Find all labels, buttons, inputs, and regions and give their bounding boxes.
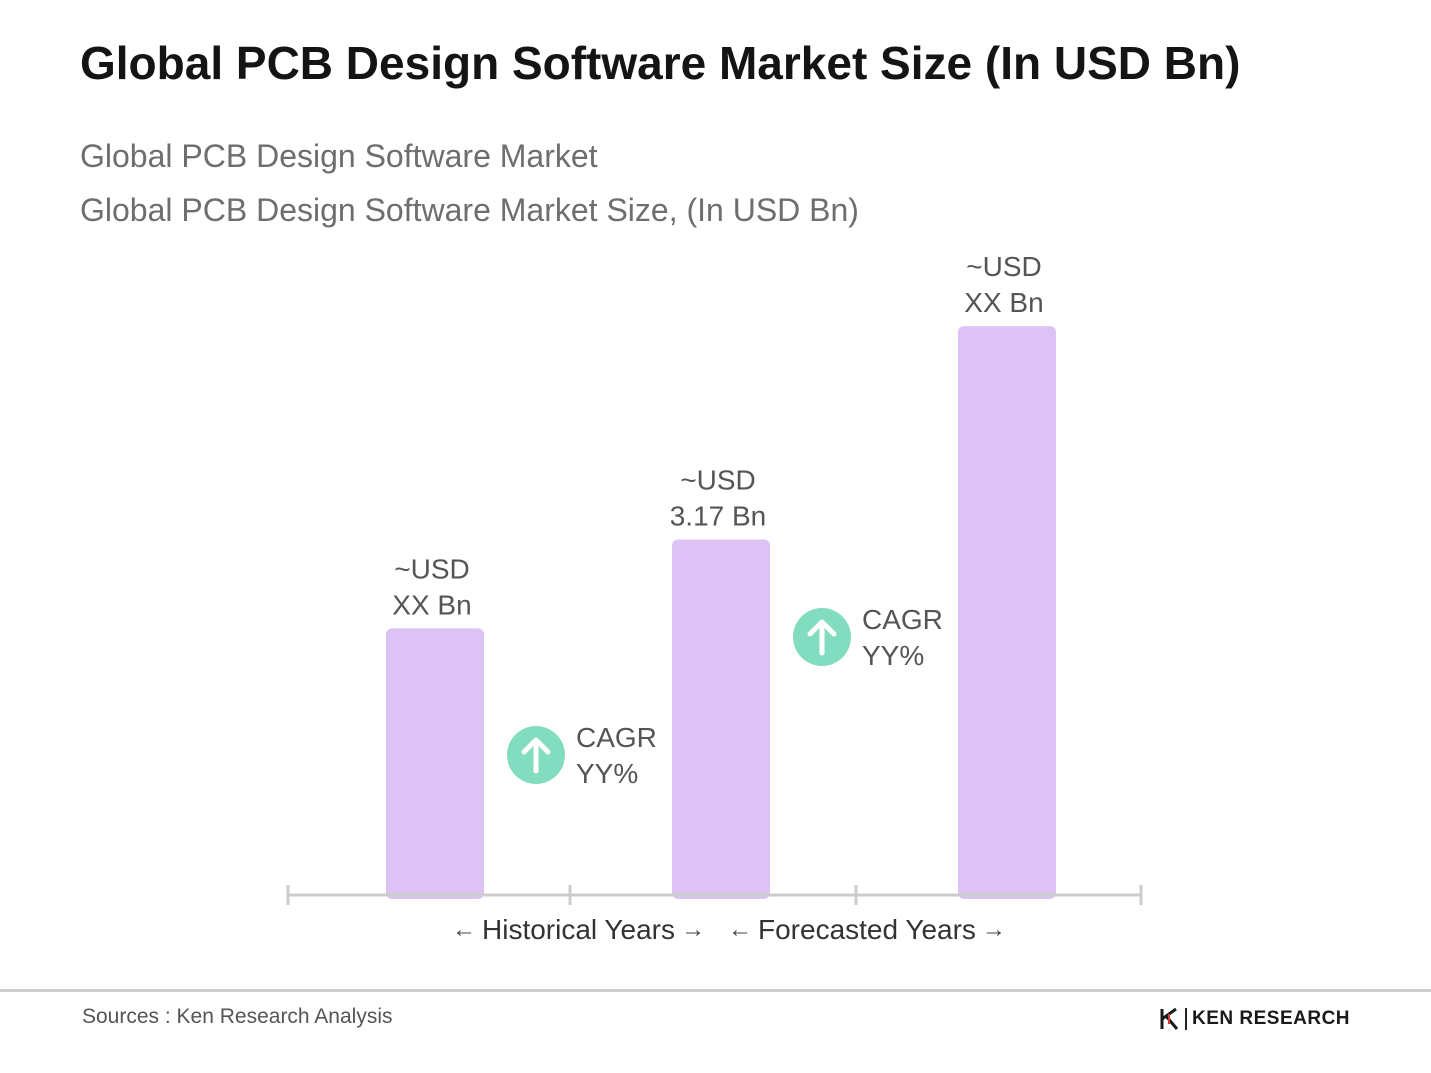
logo-separator (1185, 1008, 1187, 1030)
forecasted-years-caption: ← Forecasted Years → (728, 914, 1006, 946)
left-arrow-icon: ← (728, 916, 752, 943)
bar-data-label: XX Bn (964, 287, 1043, 318)
logo-text: KEN RESEARCH (1192, 1008, 1351, 1029)
cagr-label: YY% (576, 758, 638, 789)
forecasted-years-label: Forecasted Years (758, 914, 976, 945)
source-note: Sources : Ken Research Analysis (82, 1005, 393, 1028)
bar-data-label: XX Bn (392, 589, 471, 620)
bar-data-label: ~USD (966, 251, 1041, 282)
bar-data-label: 3.17 Bn (670, 500, 767, 531)
footer-divider (0, 989, 1431, 992)
historical-years-caption: ← Historical Years → (452, 914, 705, 946)
cagr-label: CAGR (576, 722, 657, 753)
chart-title: Global PCB Design Software Market Size (… (80, 37, 1241, 89)
up-arrow-icon (521, 737, 551, 774)
up-arrow-icon (807, 619, 837, 656)
cagr-label: YY% (862, 640, 924, 671)
cagr-label: CAGR (862, 604, 943, 635)
right-arrow-icon: → (981, 916, 1006, 943)
bar (672, 539, 770, 899)
bar-data-label: ~USD (394, 553, 469, 584)
bar (958, 326, 1056, 900)
bar-data-label: ~USD (680, 464, 755, 495)
chart-subtitle-2: Global PCB Design Software Market Size, … (80, 192, 859, 228)
ken-research-logo: KEN RESEARCH (1160, 1008, 1350, 1030)
chart-subtitle-1: Global PCB Design Software Market (80, 138, 598, 174)
left-arrow-icon: ← (452, 916, 476, 943)
historical-years-label: Historical Years (482, 914, 675, 945)
ken-research-logo-icon (1160, 1008, 1179, 1030)
bar (386, 628, 484, 899)
right-arrow-icon: → (680, 916, 705, 943)
